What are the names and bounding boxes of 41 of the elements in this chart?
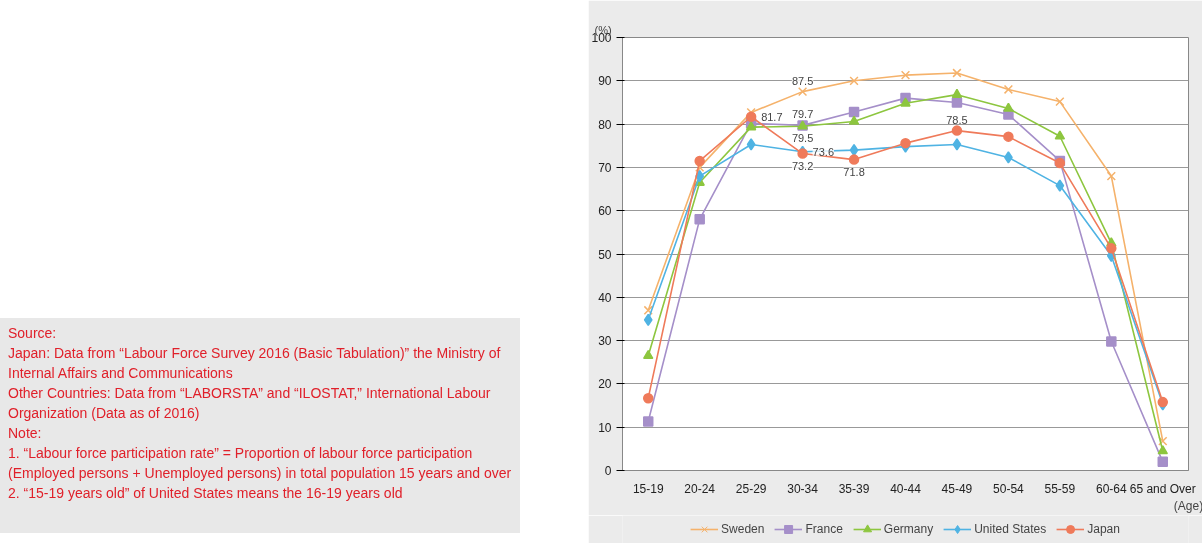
y-tick-label: 30 (598, 334, 612, 349)
legend-label: Sweden (721, 522, 765, 536)
text: 1. “Labour force participation rate” = Proportion of labour force participation (Employed persons + Unemployed persons) in total population 15 years and over (8, 444, 512, 483)
data-label: 73.6 (812, 145, 835, 158)
data-label: 87.5 (791, 74, 814, 87)
x-tick-label: 40-44 (890, 481, 922, 496)
x-axis-title: (Age) (1173, 498, 1204, 513)
legend-label: France (805, 522, 843, 536)
y-tick-label: 10 (598, 420, 612, 435)
y-tick-label: 20 (598, 377, 612, 392)
data-label: 78.5 (946, 113, 968, 126)
legend-label: Germany (883, 522, 934, 536)
y-tick-label: 50 (598, 247, 612, 262)
x-tick-label: 50-54 (993, 481, 1025, 496)
x-tick-label: 25-29 (735, 481, 767, 496)
y-tick-label: 70 (598, 160, 612, 175)
data-label: 79.7 (791, 108, 814, 121)
data-label: 81.7 (761, 110, 783, 123)
x-tick-label: 30-34 (787, 481, 819, 496)
x-tick-label: 55-59 (1044, 481, 1076, 496)
y-tick-label: 0 (604, 464, 612, 478)
y-tick-label: 90 (598, 74, 612, 89)
source-note: Source: (8, 324, 58, 343)
x-tick-label: 65 and Over (1129, 481, 1196, 496)
x-tick-label: 15-19 (632, 481, 664, 496)
y-tick-label: 60 (598, 204, 612, 219)
legend-label: Japan (1087, 522, 1120, 536)
x-tick-label: 20-24 (684, 481, 716, 496)
text: Note: (8, 424, 43, 443)
legend-label: United States (974, 522, 1047, 536)
x-tick-label: 35-39 (838, 481, 870, 496)
text: Japan: Data from “Labour Force Survey 2016 (Basic Tabulation)” the Ministry of Internal Affairs and Communications (8, 344, 502, 383)
y-tick-label: 80 (598, 117, 612, 132)
x-tick-label: 45-49 (941, 481, 973, 496)
text: Other Countries: Data from “LABORSTA” and “ILOSTAT,” International Labour Organization (Data as of 2016) (8, 384, 492, 423)
x-tick-label: 60-64 (1095, 481, 1127, 496)
text: 2. “15-19 years old” of United States means the 16-19 years old (8, 484, 404, 503)
data-label: 73.2 (791, 159, 814, 172)
data-label: 79.5 (791, 132, 814, 145)
y-tick-label: 40 (598, 290, 612, 305)
data-label: 71.8 (843, 165, 865, 178)
